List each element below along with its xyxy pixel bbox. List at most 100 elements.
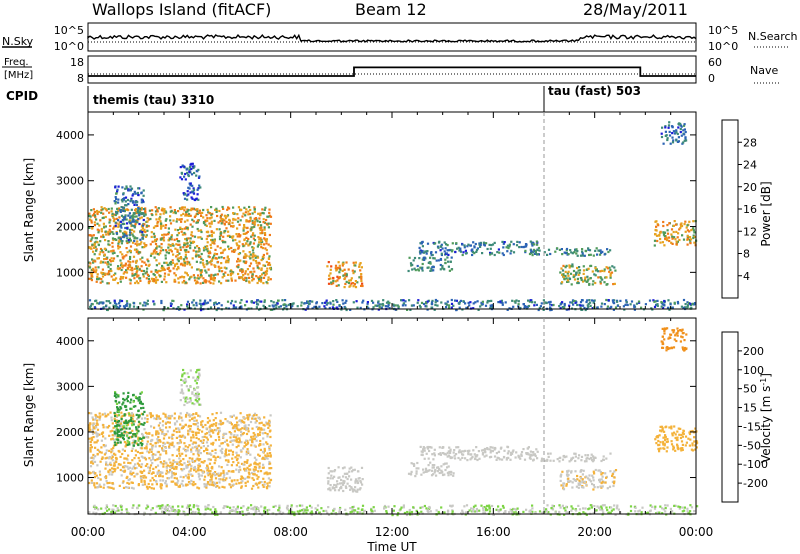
velocity-cell (214, 459, 217, 462)
velocity-cell (261, 457, 264, 460)
power-cell (607, 250, 610, 254)
power-cell (601, 250, 604, 253)
power-cell (331, 306, 334, 309)
power-cell (613, 282, 616, 285)
velocity-cell (120, 420, 123, 423)
velocity-cell (342, 481, 346, 484)
velocity-cell (257, 470, 260, 473)
beam-title: Beam 12 (355, 0, 427, 19)
velocity-cell (94, 446, 97, 449)
power-cell (680, 134, 683, 137)
power-cell (349, 284, 352, 287)
power-cell (156, 220, 159, 224)
power-cell (199, 236, 202, 239)
power-cell (662, 220, 665, 224)
power-cell (659, 241, 662, 244)
velocity-cell (170, 480, 173, 483)
velocity-cell (132, 423, 135, 426)
velocity-cell (159, 461, 162, 464)
velocity-cell (116, 432, 119, 435)
power-cell (223, 230, 226, 233)
velocity-cell (423, 449, 426, 452)
power-cell (243, 238, 246, 242)
power-cell (179, 166, 182, 169)
velocity-cell (245, 469, 248, 472)
velocity-cell (449, 451, 452, 454)
velocity-cell (219, 456, 222, 459)
velocity-cell (171, 443, 174, 446)
power-cell (159, 252, 162, 255)
velocity-cell (128, 419, 131, 423)
power-cell (91, 303, 94, 306)
power-cell (148, 209, 151, 212)
power-cell (93, 246, 96, 249)
velocity-cell (100, 451, 103, 454)
power-cell (134, 222, 137, 225)
power-cell (250, 235, 253, 238)
velocity-cell (413, 464, 416, 467)
power-cell (684, 220, 687, 223)
power-cell (137, 282, 140, 285)
velocity-cell (194, 392, 198, 395)
velocity-cell (140, 402, 143, 405)
power-cell (672, 130, 675, 133)
power-cell (573, 278, 577, 281)
power-cell (439, 245, 442, 248)
power-cell (101, 301, 104, 304)
velocity-cell (189, 425, 192, 428)
power-cell (429, 269, 432, 272)
velocity-cell (191, 417, 194, 420)
power-cell (245, 208, 248, 211)
velocity-cell (182, 379, 185, 382)
power-cell (677, 136, 680, 139)
power-cell (243, 206, 246, 209)
power-cell (347, 268, 350, 271)
velocity-cell (252, 468, 255, 471)
power-cell (221, 218, 224, 221)
power-cell (96, 257, 99, 260)
power-cell (186, 171, 189, 174)
velocity-cell (162, 444, 165, 447)
velocity-cell (219, 411, 223, 414)
power-cell (600, 305, 603, 308)
velocity-cell (89, 443, 92, 446)
power-cell (518, 246, 521, 249)
power-cell (589, 253, 592, 256)
power-cell (95, 248, 98, 251)
power-cell (560, 282, 563, 285)
power-cell (668, 121, 671, 124)
power-cell (206, 235, 209, 238)
velocity-cell (225, 448, 228, 451)
velocity-cell (192, 441, 195, 444)
velocity-cell (212, 455, 215, 458)
power-cell (498, 251, 501, 254)
power-cell (228, 222, 231, 225)
power-cell (185, 211, 188, 214)
power-cell (128, 257, 132, 261)
velocity-cell (268, 419, 271, 422)
power-cell (215, 207, 218, 210)
velocity-cell (155, 414, 158, 417)
power-cell (204, 245, 207, 248)
power-cell (193, 215, 196, 219)
power-cell (107, 250, 110, 253)
power-cell (144, 245, 147, 248)
velocity-cell (221, 451, 224, 455)
power-cell (126, 187, 129, 190)
power-cell (189, 263, 192, 266)
power-cell (129, 185, 132, 188)
velocity-cell (108, 481, 111, 484)
velocity-cell (144, 464, 147, 467)
power-cell (414, 269, 417, 272)
power-cell (491, 305, 494, 308)
power-cell (689, 302, 692, 305)
power-cell (263, 237, 266, 240)
power-cell (528, 252, 532, 256)
velocity-cell (146, 432, 149, 435)
velocity-cell (113, 452, 116, 455)
power-cell (630, 300, 634, 303)
velocity-cell (240, 485, 243, 488)
power-cell (268, 263, 272, 266)
power-cell (430, 269, 434, 272)
velocity-cell (130, 481, 133, 484)
